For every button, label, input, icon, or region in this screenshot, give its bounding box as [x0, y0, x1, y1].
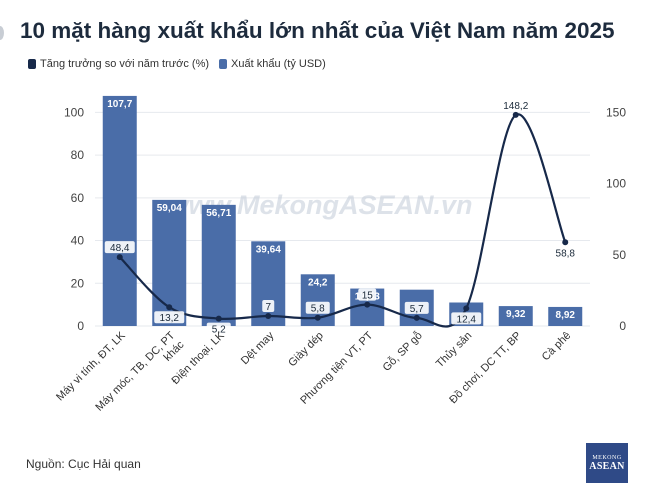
logo-top-text: MEKONG	[592, 454, 622, 461]
line-value-label: 5,2	[212, 325, 226, 336]
line-label-bg	[550, 246, 581, 259]
category-label-line: Thủy sản	[434, 330, 474, 370]
line-point	[413, 314, 420, 321]
growth-line	[118, 113, 567, 328]
left-tick-label: 0	[77, 319, 84, 333]
bar-value-label: 24,2	[308, 277, 328, 288]
line-label-bg	[358, 288, 377, 301]
line-label-bg	[305, 301, 330, 314]
bar	[498, 306, 533, 326]
bar-value-label: 39,64	[256, 244, 281, 255]
line-point	[562, 239, 569, 246]
bar-value-label: 59,04	[157, 203, 182, 214]
category-label-line: Điện thoại, LK	[170, 329, 228, 387]
bar-value-label: 56,71	[206, 208, 231, 219]
line-label-bg	[154, 311, 185, 324]
right-tick-label: 50	[613, 248, 627, 262]
legend-item-growth: Tăng trưởng so với năm trước (%)	[28, 58, 209, 70]
right-tick-label: 100	[606, 177, 626, 191]
line-series: 48,4 13,2 5,2 7 5,8 15 5,7 12,4 148,2 58,8	[104, 98, 581, 336]
legend-label-exports: Xuất khẩu (tỷ USD)	[231, 58, 326, 70]
line-label-bg	[262, 300, 275, 313]
left-axis-ticks: 0 20 40 60 80 100	[64, 105, 84, 333]
legend-swatch-growth	[28, 59, 36, 69]
line-label-bg	[451, 312, 482, 325]
category-label-line: Giày dép	[286, 330, 326, 370]
mekong-asean-logo: MEKONG ASEAN	[586, 443, 628, 483]
line-value-label: 5,8	[311, 304, 325, 315]
line-point	[463, 305, 470, 312]
bar-value-label: 9,32	[506, 309, 526, 320]
category-label: Gỗ, SP gỗ	[380, 329, 425, 374]
legend: Tăng trưởng so với năm trước (%) Xuất kh…	[28, 58, 326, 70]
right-axis-ticks: 0 50 100 150	[606, 105, 626, 333]
line-point	[116, 254, 123, 261]
line-point	[166, 304, 173, 311]
line-value-label: 148,2	[503, 101, 528, 112]
left-tick-label: 60	[71, 191, 85, 205]
legend-swatch-exports	[219, 59, 228, 69]
right-tick-label: 150	[606, 105, 626, 119]
line-value-label: 12,4	[457, 314, 477, 325]
line-point	[215, 315, 222, 322]
category-label-line: Dệt may	[239, 329, 277, 367]
line-point	[512, 111, 519, 118]
left-tick-label: 40	[71, 234, 85, 248]
bar-value-label: 107,7	[107, 99, 132, 110]
bar	[548, 306, 583, 326]
logo-bottom-text: ASEAN	[589, 460, 625, 472]
line-label-bg	[206, 322, 231, 335]
line-value-label: 13,2	[160, 313, 180, 324]
bar	[201, 204, 236, 326]
line-label-bg	[404, 301, 429, 314]
category-label-line: Cà phê	[540, 330, 574, 364]
left-tick-label: 80	[71, 148, 85, 162]
category-label: Thủy sản	[434, 330, 474, 370]
category-label: Dệt may	[239, 329, 277, 367]
category-label: Điện thoại, LK	[170, 329, 228, 387]
legend-item-exports: Xuất khẩu (tỷ USD)	[219, 58, 326, 70]
line-value-label: 5,7	[410, 304, 424, 315]
line-value-label: 48,4	[110, 243, 130, 254]
chart-title: 10 mặt hàng xuất khẩu lớn nhất của Việt …	[20, 18, 615, 43]
category-label-line: Gỗ, SP gỗ	[380, 329, 425, 374]
line-value-label: 58,8	[556, 248, 576, 259]
line-value-label: 15	[362, 291, 374, 302]
line-label-bg	[104, 241, 135, 254]
line-point	[265, 313, 272, 320]
right-tick-label: 0	[619, 319, 626, 333]
source-note: Nguồn: Cục Hải quan	[26, 457, 141, 471]
left-tick-label: 100	[64, 105, 84, 119]
left-tick-label: 20	[71, 276, 85, 290]
line-label-bg	[497, 98, 534, 111]
line-point	[314, 314, 321, 321]
line-point	[364, 301, 371, 308]
category-label: Giày dép	[286, 330, 326, 370]
legend-label-growth: Tăng trưởng so với năm trước (%)	[40, 58, 210, 70]
line-value-label: 7	[265, 302, 271, 313]
category-label: Cà phê	[540, 330, 574, 364]
bar	[102, 95, 137, 326]
edge-marker	[0, 26, 4, 40]
bar-value-label: 8,92	[556, 310, 576, 321]
